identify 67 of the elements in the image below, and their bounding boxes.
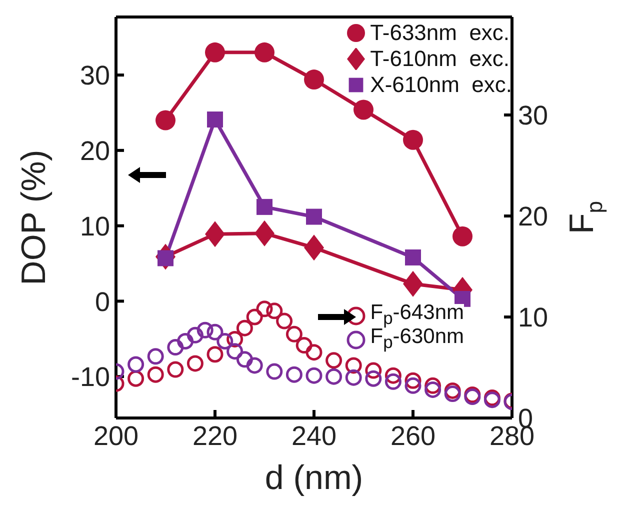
y-tick-label: 20 bbox=[80, 136, 110, 166]
point bbox=[156, 110, 176, 130]
legend-label: X-610nm exc. bbox=[370, 72, 512, 98]
point bbox=[286, 366, 302, 383]
point bbox=[354, 100, 374, 120]
point bbox=[452, 226, 472, 246]
point bbox=[296, 337, 312, 354]
point bbox=[345, 369, 362, 386]
point bbox=[266, 302, 283, 320]
point bbox=[206, 346, 224, 363]
point bbox=[205, 42, 225, 62]
point bbox=[424, 381, 442, 398]
point bbox=[186, 355, 204, 372]
point bbox=[207, 112, 223, 128]
legend-label: T-633nm exc. bbox=[370, 20, 510, 46]
point bbox=[286, 326, 302, 342]
point bbox=[266, 363, 283, 380]
point bbox=[236, 320, 253, 336]
y-tick-label: 10 bbox=[80, 211, 110, 242]
point bbox=[167, 339, 184, 356]
point bbox=[254, 220, 274, 246]
point bbox=[205, 221, 225, 248]
point bbox=[405, 249, 421, 266]
point bbox=[326, 352, 342, 369]
point bbox=[196, 322, 214, 338]
point bbox=[306, 367, 322, 384]
point bbox=[206, 324, 224, 340]
point bbox=[147, 366, 164, 383]
point bbox=[256, 300, 273, 318]
point bbox=[276, 312, 293, 330]
point bbox=[226, 343, 244, 360]
point bbox=[177, 332, 194, 350]
y-tick-label: 30 bbox=[80, 60, 110, 91]
y2-tick-label: 10 bbox=[518, 302, 548, 333]
y-axis-title: DOP (%) bbox=[14, 150, 53, 286]
y2-tick-label: 30 bbox=[518, 100, 548, 131]
point bbox=[326, 368, 342, 385]
y2-tick-label: 20 bbox=[518, 202, 548, 232]
point bbox=[404, 377, 422, 394]
point bbox=[444, 386, 461, 402]
x-tick-label: 240 bbox=[291, 421, 337, 452]
point bbox=[167, 361, 184, 378]
point bbox=[246, 357, 263, 374]
y-tick-label: 0 bbox=[94, 286, 110, 317]
point bbox=[384, 373, 402, 390]
point bbox=[216, 332, 234, 350]
x-tick-label: 200 bbox=[93, 421, 139, 452]
x-tick-label: 260 bbox=[390, 421, 436, 452]
point bbox=[304, 234, 324, 261]
point bbox=[403, 130, 423, 150]
point bbox=[128, 356, 144, 373]
point bbox=[186, 326, 204, 344]
point bbox=[365, 370, 382, 387]
point bbox=[246, 308, 263, 326]
point bbox=[147, 348, 164, 365]
point bbox=[306, 344, 322, 361]
point bbox=[254, 42, 274, 62]
point bbox=[256, 198, 272, 215]
legend-label: F$_{p}$-643nm bbox=[370, 301, 464, 329]
y-tick-label: -10 bbox=[70, 362, 110, 392]
x-axis-title: d (nm) bbox=[264, 458, 364, 497]
point bbox=[306, 208, 322, 225]
x-tick-label: 220 bbox=[192, 421, 238, 452]
point bbox=[403, 270, 423, 297]
point bbox=[236, 351, 253, 368]
point bbox=[304, 70, 324, 90]
legend-label: T-610nm exc. bbox=[370, 46, 510, 72]
